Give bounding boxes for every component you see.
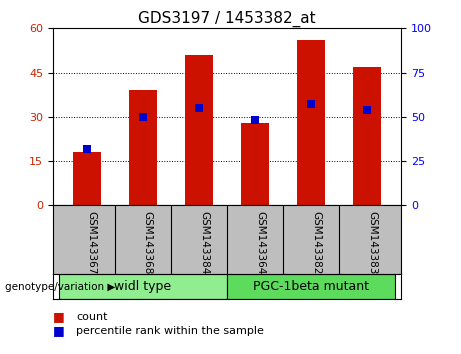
- Bar: [73, 152, 101, 205]
- Text: GSM143368: GSM143368: [143, 211, 153, 274]
- Text: genotype/variation ▶: genotype/variation ▶: [5, 282, 115, 292]
- Text: ■: ■: [53, 310, 65, 323]
- Text: GSM143382: GSM143382: [311, 211, 321, 274]
- Text: ■: ■: [53, 325, 65, 337]
- Point: [251, 118, 259, 123]
- Point: [139, 114, 147, 120]
- Point: [364, 107, 371, 113]
- Bar: [241, 123, 269, 205]
- Bar: [227, 274, 396, 299]
- Bar: [185, 55, 213, 205]
- Text: percentile rank within the sample: percentile rank within the sample: [76, 326, 264, 336]
- Bar: [297, 40, 325, 205]
- Bar: [129, 90, 157, 205]
- Text: GSM143367: GSM143367: [87, 211, 97, 274]
- Text: GSM143384: GSM143384: [199, 211, 209, 274]
- Text: GSM143383: GSM143383: [367, 211, 378, 274]
- Text: PGC-1beta mutant: PGC-1beta mutant: [253, 280, 369, 293]
- Text: count: count: [76, 312, 107, 322]
- Text: GSM143364: GSM143364: [255, 211, 265, 274]
- Bar: [59, 274, 227, 299]
- Point: [83, 146, 90, 152]
- Bar: [353, 67, 381, 205]
- Point: [307, 102, 315, 107]
- Point: [195, 105, 203, 111]
- Title: GDS3197 / 1453382_at: GDS3197 / 1453382_at: [138, 11, 316, 27]
- Text: widl type: widl type: [114, 280, 171, 293]
